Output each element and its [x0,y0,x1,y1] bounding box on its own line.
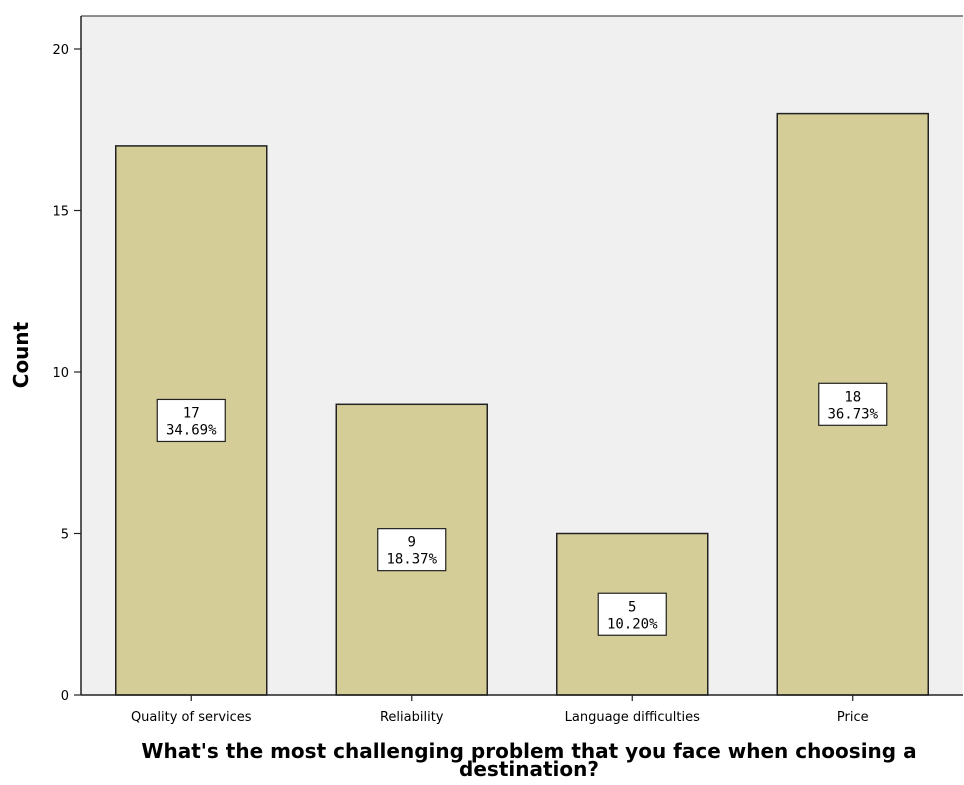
bar-percent-label: 34.69% [166,422,217,438]
x-category-label: Reliability [380,710,444,725]
bar-percent-label: 10.20% [607,616,658,632]
bar-label-box [156,398,226,443]
x-category-label: Price [837,710,869,725]
y-tick-label: 15 [52,205,69,220]
bar-count-label: 9 [408,535,416,551]
bar-count-label: 5 [628,599,636,615]
x-category-label: Language difficulties [565,710,700,725]
bar-count-label: 18 [844,389,861,405]
bar-label-box [818,382,888,426]
y-ticks-group: 0 5 10 15 20 [52,43,81,704]
y-tick-label: 5 [61,528,69,543]
y-tick-label: 0 [61,689,69,704]
x-categories-group: Quality of services Reliability Language d… [131,695,869,725]
y-axis-title: Count [9,321,33,388]
x-axis-title-line-2: destination? [459,757,599,781]
y-tick-label: 10 [52,366,69,381]
y-tick-label: 20 [52,43,69,58]
bar-count-label: 17 [183,405,200,421]
x-axis-title-line-1: What's the most challenging problem that… [141,739,916,763]
bar-label-box [377,528,447,572]
x-category-label: Quality of services [131,710,252,725]
bar-label-box [597,592,667,636]
bar-percent-label: 36.73% [827,406,878,422]
bar-percent-label: 18.37% [386,552,437,568]
